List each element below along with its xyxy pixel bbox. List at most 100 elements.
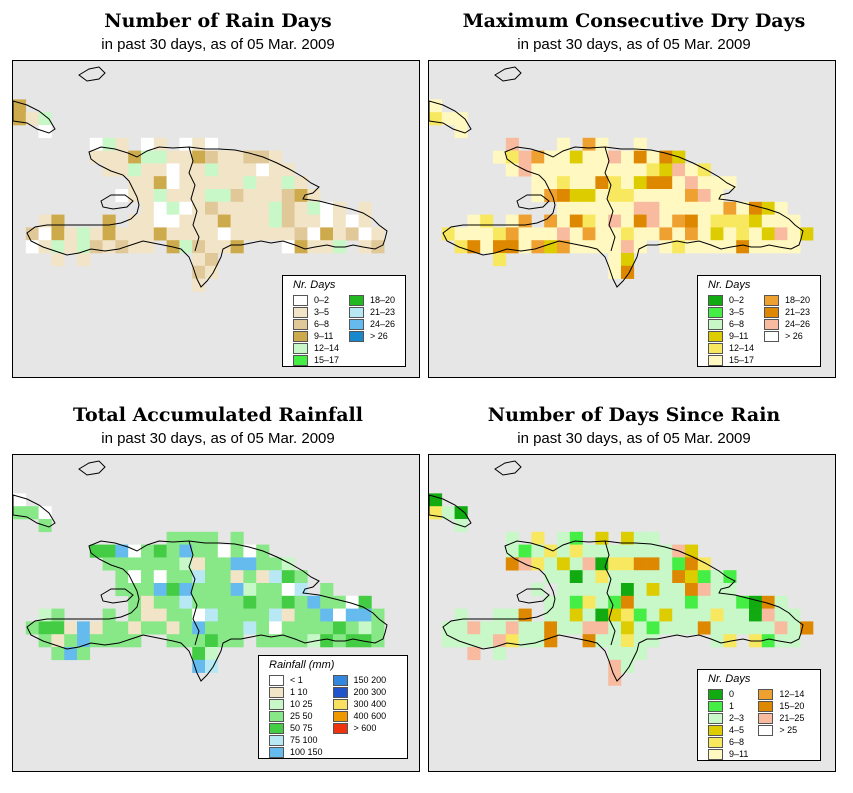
grid-cell xyxy=(141,621,155,635)
legend-label: 200 300 xyxy=(353,687,387,697)
grid-cell xyxy=(230,583,244,597)
grid-cell xyxy=(153,621,167,635)
grid-cell xyxy=(595,189,609,203)
grid-cell xyxy=(736,240,750,254)
grid-cell xyxy=(230,176,244,190)
grid-cell xyxy=(230,201,244,215)
grid-cell xyxy=(774,621,788,635)
grid-cell xyxy=(659,570,673,584)
legend-label: 15–17 xyxy=(729,355,755,365)
grid-cell xyxy=(333,214,347,228)
grid-cell xyxy=(531,621,545,635)
grid-cell xyxy=(243,227,257,241)
grid-cell xyxy=(51,608,65,622)
grid-cell xyxy=(141,150,155,164)
grid-cell xyxy=(102,227,116,241)
legend-title: Nr. Days xyxy=(708,673,751,685)
legend-swatch xyxy=(708,307,723,318)
grid-cell xyxy=(294,634,308,648)
legend-item: 2–3 xyxy=(708,713,748,724)
panel-title: Total Accumulated Rainfall xyxy=(73,404,363,426)
grid-cell xyxy=(89,227,103,241)
grid-cell xyxy=(480,621,494,635)
grid-cell xyxy=(115,621,129,635)
grid-cell xyxy=(141,163,155,177)
legend-item: 15–20 xyxy=(758,701,804,712)
grid-cell xyxy=(608,634,622,648)
grid-cell xyxy=(115,150,129,164)
grid-cell xyxy=(646,544,660,558)
legend-swatch xyxy=(269,735,284,746)
grid-cell xyxy=(51,253,65,267)
grid-cell xyxy=(467,621,481,635)
grid-cell xyxy=(217,557,231,571)
legend-item: 21–25 xyxy=(758,713,804,724)
grid-cell xyxy=(371,621,385,635)
grid-cell xyxy=(128,544,142,558)
grid-cell xyxy=(166,227,180,241)
grid-cell xyxy=(205,240,219,254)
grid-cell xyxy=(192,163,206,177)
legend-label: 21–25 xyxy=(779,713,805,723)
grid-cell xyxy=(230,544,244,558)
grid-cell xyxy=(281,214,295,228)
grid-cell xyxy=(51,214,65,228)
panel-title: Number of Rain Days xyxy=(104,10,332,32)
grid-cell xyxy=(153,570,167,584)
grid-cell xyxy=(582,595,596,609)
grid-cell xyxy=(633,150,647,164)
grid-cell xyxy=(697,201,711,215)
grid-cell xyxy=(307,621,321,635)
grid-cell xyxy=(38,608,52,622)
grid-cell xyxy=(102,544,116,558)
grid-cell xyxy=(672,557,686,571)
grid-cell xyxy=(621,240,635,254)
grid-cell xyxy=(166,608,180,622)
legend-swatch xyxy=(708,713,723,724)
grid-cell xyxy=(77,253,91,267)
grid-cell xyxy=(115,570,129,584)
grid-cell xyxy=(243,214,257,228)
grid-cell xyxy=(531,150,545,164)
legend-label: 9–11 xyxy=(729,331,749,341)
grid-cell xyxy=(736,608,750,622)
legend-swatch xyxy=(332,711,348,722)
legend-swatch xyxy=(293,331,308,342)
legend-item: 6–8 xyxy=(708,319,754,330)
legend-item: 1 xyxy=(708,701,748,712)
grid-cell xyxy=(685,608,699,622)
legend-swatch xyxy=(349,331,365,342)
grid-cell xyxy=(128,240,142,254)
grid-cell xyxy=(179,150,193,164)
grid-cell xyxy=(736,214,750,228)
legend-swatch xyxy=(293,343,308,354)
grid-cell xyxy=(697,214,711,228)
grid-cell xyxy=(179,240,193,254)
grid-cell xyxy=(621,253,635,267)
grid-cell xyxy=(646,634,660,648)
legend-swatch xyxy=(269,675,284,686)
grid-cell xyxy=(38,506,52,520)
legend-item: 21–23 xyxy=(349,307,395,318)
grid-cell xyxy=(582,137,596,151)
grid-cell xyxy=(243,176,257,190)
grid-cell xyxy=(518,621,532,635)
legend-swatch xyxy=(708,331,723,342)
grid-cell xyxy=(659,214,673,228)
legend-label: 12–14 xyxy=(729,343,755,353)
grid-cell xyxy=(633,227,647,241)
grid-cell xyxy=(569,570,583,584)
legend-swatch xyxy=(708,295,723,306)
grid-cell xyxy=(269,621,283,635)
grid-cell xyxy=(217,214,231,228)
grid-cell xyxy=(441,506,455,520)
grid-cell xyxy=(505,634,519,648)
legend-label: > 25 xyxy=(779,725,798,735)
coastline xyxy=(516,194,550,210)
grid-cell xyxy=(166,176,180,190)
grid-cell xyxy=(544,621,558,635)
grid-cell xyxy=(192,189,206,203)
grid-cell xyxy=(307,227,321,241)
grid-cell xyxy=(77,227,91,241)
legend-item: 6–8 xyxy=(293,319,339,330)
